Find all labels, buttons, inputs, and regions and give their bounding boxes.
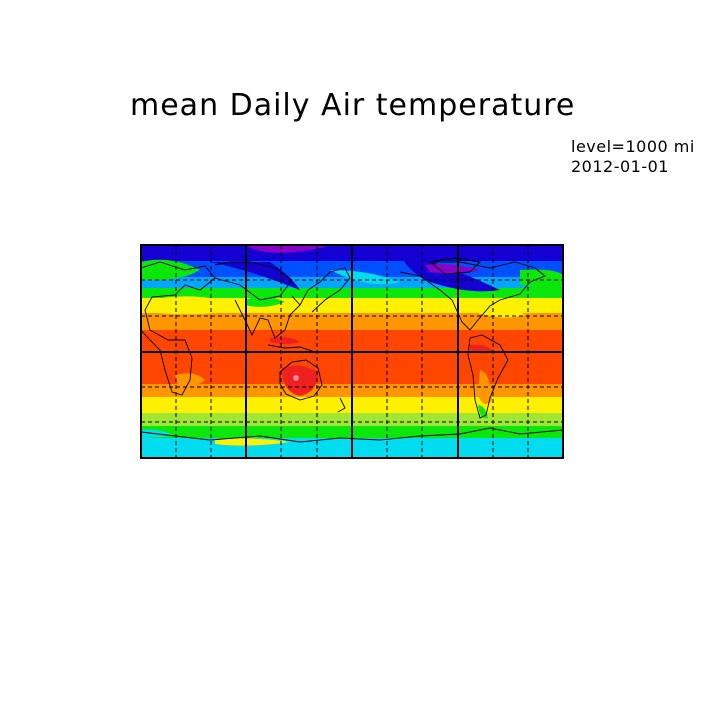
arctic-purple: [245, 245, 330, 253]
level-label: level=1000 mi: [571, 137, 695, 156]
greenland-purple: [425, 264, 480, 274]
siberia-cold: [210, 262, 300, 290]
australia-red: [282, 365, 318, 396]
coast-europe-africa: [141, 261, 216, 396]
coast-india-seasia: [234, 295, 301, 339]
coast-east-asia: [299, 267, 351, 313]
sahara-yellow: [150, 296, 250, 315]
coast-australia: [279, 359, 323, 401]
coast-north-america: [399, 261, 546, 331]
himalaya-green: [245, 296, 285, 307]
coast-indonesia: [267, 344, 316, 353]
antarctic-yellow-patch: [215, 438, 290, 446]
australia-hot-spot: [293, 375, 299, 381]
coast-greenland: [428, 257, 481, 275]
europe-green: [141, 259, 200, 281]
coast-south-america: [467, 334, 509, 419]
grid-major: [141, 245, 563, 458]
coastlines: [141, 257, 563, 443]
coast-new-zealand: [337, 397, 346, 413]
map-frame: [140, 244, 564, 459]
date-label: 2012-01-01: [571, 157, 669, 176]
indonesia-red: [270, 337, 300, 344]
plot-title: mean Daily Air temperature: [130, 88, 576, 123]
atlantic-green: [520, 269, 563, 292]
coast-antarctica: [141, 427, 563, 443]
